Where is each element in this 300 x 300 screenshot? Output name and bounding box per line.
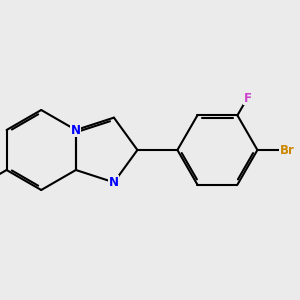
Text: F: F [243, 92, 251, 104]
Text: N: N [71, 124, 81, 136]
Text: N: N [109, 176, 119, 189]
Text: Br: Br [280, 143, 295, 157]
